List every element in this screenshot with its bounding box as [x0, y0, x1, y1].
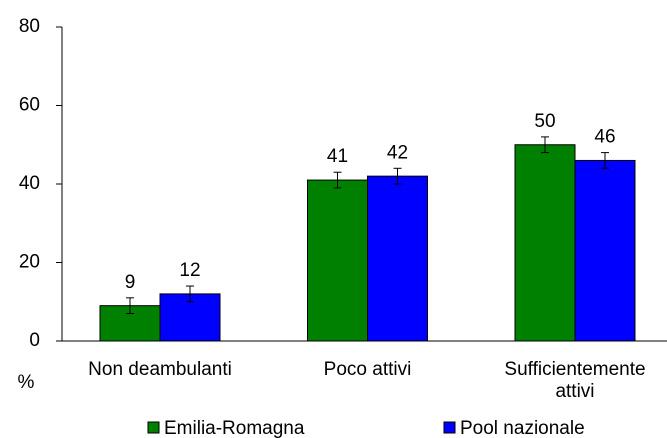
bar — [307, 179, 368, 342]
bar — [574, 159, 636, 342]
x-tick-label: Poco attivi — [323, 359, 412, 380]
legend-swatch — [443, 421, 456, 434]
data-label: 46 — [594, 127, 615, 148]
data-label: 9 — [125, 272, 136, 293]
legend-swatch — [147, 421, 160, 434]
y-tick-label: 80 — [19, 16, 40, 37]
bar — [367, 175, 428, 342]
y-tick-label: 0 — [29, 330, 40, 351]
y-tick-label: 20 — [19, 252, 40, 273]
y-axis-label: % — [18, 372, 35, 393]
data-label: 50 — [534, 111, 555, 132]
data-label: 42 — [387, 142, 408, 163]
data-label: 41 — [327, 146, 348, 167]
data-label: 12 — [179, 260, 200, 281]
bar — [514, 144, 576, 342]
y-tick-label: 40 — [19, 173, 40, 194]
legend-label: Emilia-Romagna — [164, 418, 305, 438]
x-tick-label: Non deambulanti — [88, 359, 232, 380]
y-tick-label: 60 — [19, 95, 40, 116]
x-tick-label: Sufficientemente attivi — [504, 359, 646, 402]
legend-label: Pool nazionale — [460, 418, 585, 438]
